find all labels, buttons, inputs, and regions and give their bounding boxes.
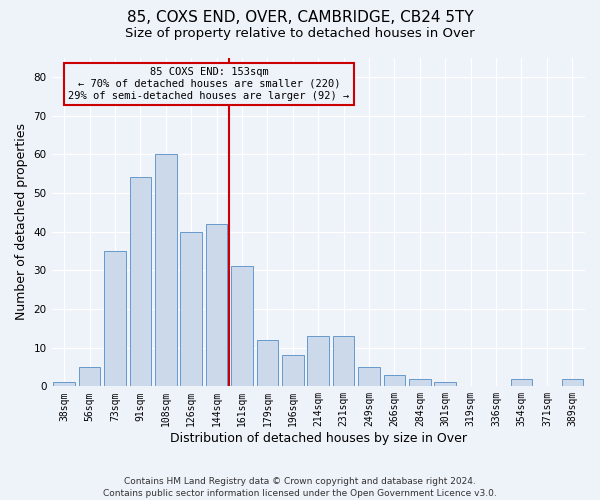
Text: 85 COXS END: 153sqm
← 70% of detached houses are smaller (220)
29% of semi-detac: 85 COXS END: 153sqm ← 70% of detached ho… xyxy=(68,68,350,100)
Text: Contains HM Land Registry data © Crown copyright and database right 2024.
Contai: Contains HM Land Registry data © Crown c… xyxy=(103,476,497,498)
Text: 85, COXS END, OVER, CAMBRIDGE, CB24 5TY: 85, COXS END, OVER, CAMBRIDGE, CB24 5TY xyxy=(127,10,473,25)
Bar xyxy=(562,378,583,386)
Bar xyxy=(104,251,126,386)
Bar xyxy=(231,266,253,386)
Bar xyxy=(155,154,176,386)
Bar xyxy=(383,374,405,386)
Bar xyxy=(79,367,100,386)
Bar xyxy=(282,356,304,386)
Bar xyxy=(511,378,532,386)
Y-axis label: Number of detached properties: Number of detached properties xyxy=(15,124,28,320)
Bar xyxy=(333,336,355,386)
Bar xyxy=(181,232,202,386)
Bar xyxy=(206,224,227,386)
Bar xyxy=(130,178,151,386)
Bar xyxy=(307,336,329,386)
Text: Size of property relative to detached houses in Over: Size of property relative to detached ho… xyxy=(125,28,475,40)
Bar xyxy=(434,382,456,386)
Bar xyxy=(257,340,278,386)
Bar xyxy=(53,382,75,386)
X-axis label: Distribution of detached houses by size in Over: Distribution of detached houses by size … xyxy=(170,432,467,445)
Bar xyxy=(358,367,380,386)
Bar xyxy=(409,378,431,386)
